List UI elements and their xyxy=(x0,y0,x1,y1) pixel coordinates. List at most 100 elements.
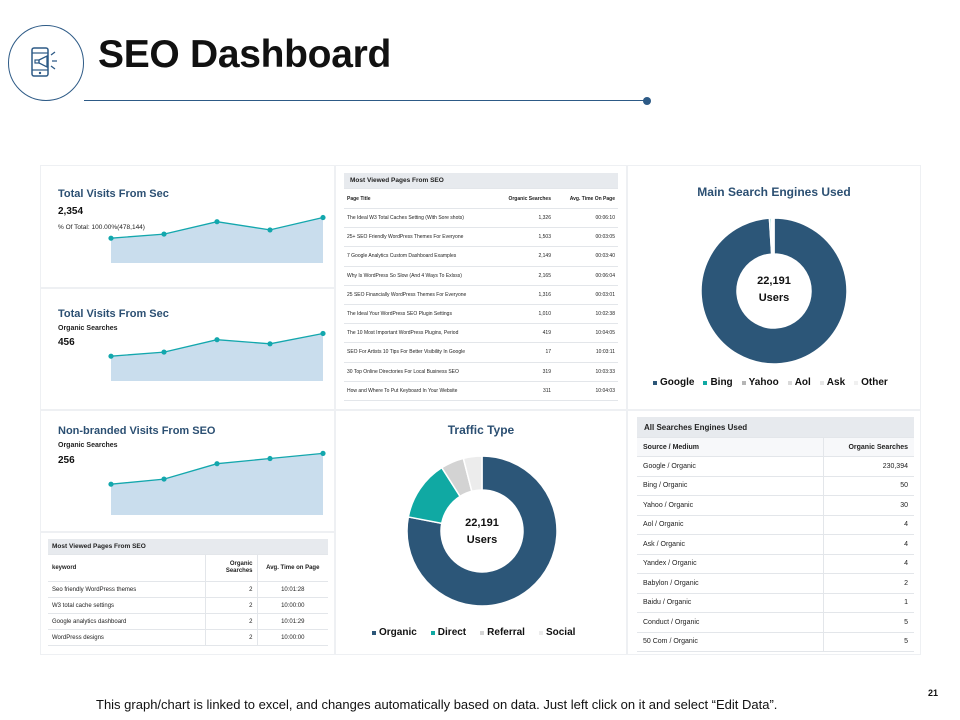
engines-table-row-cell: Yandex / Organic xyxy=(637,554,824,574)
keyword-table-row-cell: WordPress designs xyxy=(48,629,206,646)
header-icon-badge xyxy=(8,25,84,101)
search-engines-panel[interactable]: Main Search Engines Used 22,191 Users Go… xyxy=(627,165,921,410)
organic-searches-col-header: Organic Searches xyxy=(823,437,914,457)
phone-megaphone-icon xyxy=(31,47,57,77)
area-point[interactable] xyxy=(161,231,167,237)
area-point[interactable] xyxy=(214,461,220,467)
keyword-table-row: Google analytics dashboard 2 10:01:29 xyxy=(48,613,329,630)
engines-table-row-cell: Bing / Organic xyxy=(637,476,824,496)
area-point[interactable] xyxy=(214,219,220,225)
pages-table-row-cell: 00:03:40 xyxy=(554,246,618,267)
pages-table-row-cell: 10:02:38 xyxy=(554,304,618,325)
organic-col-header: Organic Searches xyxy=(205,554,258,582)
traffic-legend-item[interactable]: Organic xyxy=(372,627,417,638)
engines-legend-item[interactable]: Other xyxy=(854,377,888,388)
engines-table-row-cell: 50 Com / Organic xyxy=(637,632,824,652)
keyword-table-row-cell: 2 xyxy=(205,629,258,646)
avg-time-col-header: Avg. Time on Page xyxy=(257,554,329,582)
engines-legend-item[interactable]: Google xyxy=(653,377,694,388)
pages-table-row-cell: 419 xyxy=(501,323,554,344)
page-title: SEO Dashboard xyxy=(98,33,391,76)
engines-table-row-cell: 5 xyxy=(823,612,914,633)
source-medium-col-header: Source / Medium xyxy=(637,437,824,457)
area-point[interactable] xyxy=(320,214,326,221)
keyword-table-row: Seo friendly WordPress themes 2 10:01:28 xyxy=(48,581,329,598)
pages-table-row-cell: 00:03:01 xyxy=(554,285,618,305)
footer-note: This graph/chart is linked to excel, and… xyxy=(96,697,778,712)
engines-table-row: Ask / Organic 4 xyxy=(637,534,914,555)
traffic-type-panel[interactable]: Traffic Type 22,191 Users Organic Direct R… xyxy=(335,410,627,655)
engines-table-row-cell: 4 xyxy=(823,534,914,555)
area-panel-caption: % Of Total: 100.00%(478,144) xyxy=(58,224,145,231)
pages-table-row-cell: 1,326 xyxy=(501,208,554,229)
engines-legend-item[interactable]: Yahoo xyxy=(741,377,779,388)
keyword-table-row: WordPress designs 2 10:00:00 xyxy=(48,629,329,646)
area-point[interactable] xyxy=(214,337,220,343)
area-point[interactable] xyxy=(161,349,167,355)
area-chart-organic-searches xyxy=(108,330,326,381)
pages-table-row-cell: 00:03:05 xyxy=(554,227,618,248)
engines-table-row-cell: 5 xyxy=(823,632,914,652)
traffic-type-donut xyxy=(406,455,558,607)
traffic-legend-swatch xyxy=(430,630,435,635)
pages-table-row: 7 Google Analytics Custom Dashboard Exam… xyxy=(344,246,618,267)
pages-table-row-cell: The Ideal W3 Total Caches Setting (With … xyxy=(344,208,501,229)
traffic-legend-item[interactable]: Social xyxy=(538,627,575,638)
area-point[interactable] xyxy=(108,353,114,359)
pages-table-row-cell: 319 xyxy=(501,362,554,382)
page-number: 21 xyxy=(928,688,939,698)
area-fill xyxy=(111,217,323,263)
pages-table-header: Most Viewed Pages From SEO xyxy=(344,173,618,189)
area-panel-non-branded[interactable]: Non-branded Visits From SEO Organic Sear… xyxy=(40,410,335,532)
area-point[interactable] xyxy=(161,476,167,482)
donut-slice-social[interactable] xyxy=(462,455,483,493)
area-chart-non-branded xyxy=(108,450,326,515)
pages-table-row: Why Is WordPress So Slow (And 4 Ways To … xyxy=(344,266,618,286)
keyword-table-row-cell: 2 xyxy=(205,597,258,614)
engines-legend-label: Yahoo xyxy=(748,377,779,388)
traffic-type-title: Traffic Type xyxy=(447,423,515,437)
keyword-col-header: keyword xyxy=(48,554,206,582)
engines-legend-item[interactable]: Aol xyxy=(787,377,811,388)
engines-table-row-cell: 4 xyxy=(823,515,914,535)
engines-table-row: Baidu / Organic 1 xyxy=(637,593,914,613)
area-point[interactable] xyxy=(267,341,273,347)
area-point[interactable] xyxy=(320,330,326,337)
search-engines-legend: Google Bing Yahoo Aol Ask Other xyxy=(653,377,888,388)
keyword-table-row-cell: 10:01:28 xyxy=(257,581,329,598)
pages-table-row: 30 Top Online Directories For Local Busi… xyxy=(344,362,618,382)
pages-table-panel: Most Viewed Pages From SEO Page Title Or… xyxy=(335,165,627,410)
donut-slice-google[interactable] xyxy=(700,217,848,365)
area-fill xyxy=(111,453,323,515)
traffic-legend-item[interactable]: Direct xyxy=(430,627,466,638)
engines-table-row: Aol / Organic 4 xyxy=(637,515,914,535)
engines-center-label: 22,191 Users xyxy=(734,273,814,307)
pages-table-row-cell: 17 xyxy=(501,342,554,363)
area-panel-total-visits[interactable]: Total Visits From Sec 2,354 % Of Total: … xyxy=(40,165,335,288)
pages-table-row-cell: 00:06:04 xyxy=(554,266,618,286)
engines-center-unit: Users xyxy=(758,292,790,304)
pages-table-row-cell: 10:03:11 xyxy=(554,342,618,363)
engines-table-row-cell: Babylon / Organic xyxy=(637,573,824,594)
traffic-legend-item[interactable]: Referral xyxy=(480,627,525,638)
area-panel-value: 456 xyxy=(58,337,75,348)
engines-legend-item[interactable]: Bing xyxy=(703,377,733,388)
traffic-center-unit: Users xyxy=(466,534,498,546)
area-panel-organic-searches[interactable]: Total Visits From Sec Organic Searches 4… xyxy=(40,288,335,410)
donut-slice-organic[interactable] xyxy=(406,455,558,607)
area-point[interactable] xyxy=(267,455,273,462)
engines-legend-label: Google xyxy=(660,377,695,388)
engines-legend-swatch xyxy=(703,380,708,385)
area-panel-value: 2,354 xyxy=(58,206,84,217)
area-point[interactable] xyxy=(108,481,114,487)
engines-table-row: Yahoo / Organic 30 xyxy=(637,495,914,516)
pages-table-row-cell: Why Is WordPress So Slow (And 4 Ways To … xyxy=(344,266,501,286)
engines-center-value: 22,191 xyxy=(757,275,791,287)
area-point[interactable] xyxy=(267,227,273,233)
area-point[interactable] xyxy=(320,450,326,456)
pages-table-row-cell: 25+ SEO Friendly WordPress Themes For Ev… xyxy=(344,227,501,248)
pages-table-row-cell: 10:04:05 xyxy=(554,323,618,344)
pages-table-row-cell: 25 SEO Financially WordPress Themes For … xyxy=(344,285,501,305)
area-point[interactable] xyxy=(108,235,114,241)
engines-legend-item[interactable]: Ask xyxy=(819,377,845,388)
